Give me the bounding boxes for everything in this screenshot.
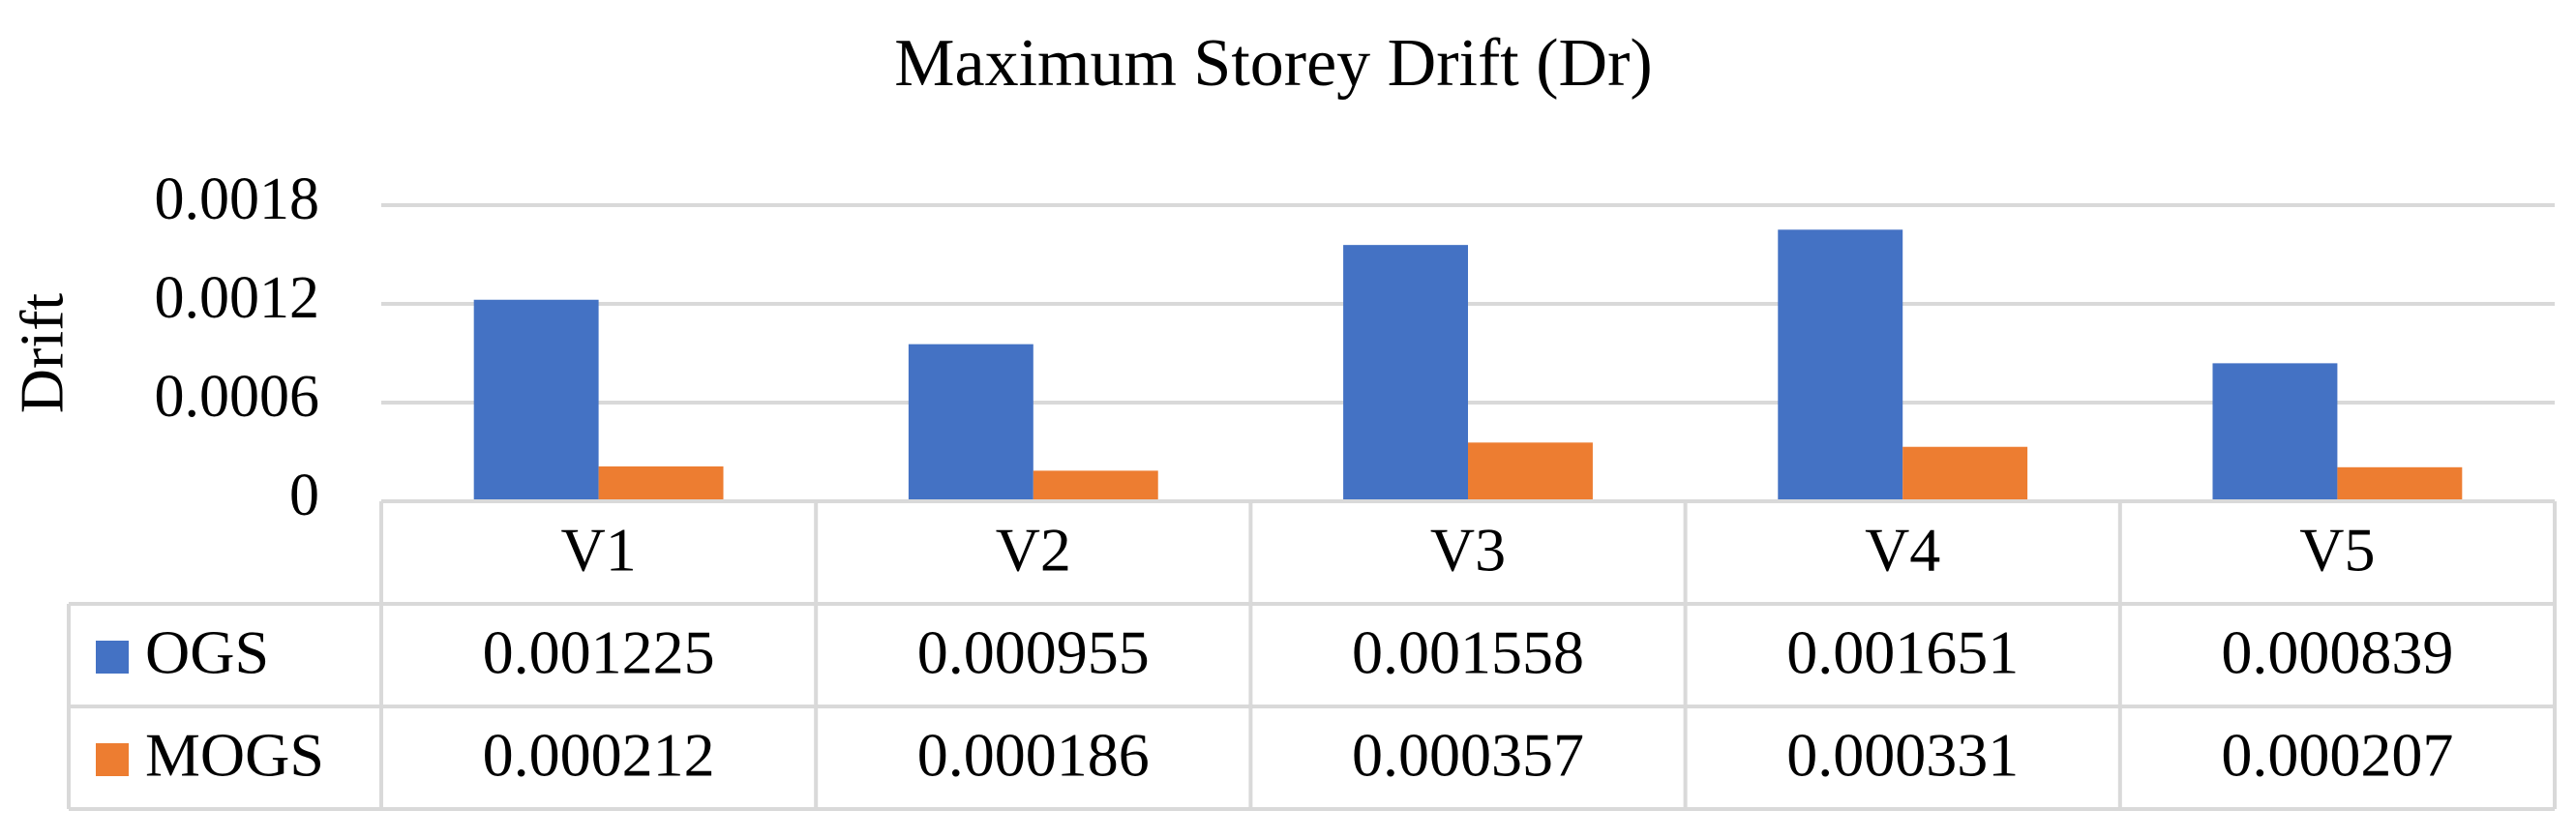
- x-tick-label: V5: [2299, 516, 2375, 585]
- bar: [1468, 442, 1593, 501]
- legend-label: OGS: [145, 618, 269, 687]
- x-tick-label: V4: [1865, 516, 1940, 585]
- y-axis-title: Drift: [8, 293, 76, 414]
- bar: [908, 344, 1033, 501]
- table-value: 0.000839: [2221, 618, 2453, 687]
- y-tick-label: 0.0006: [155, 364, 320, 430]
- bar: [2212, 363, 2338, 501]
- y-tick-label: 0: [289, 463, 319, 528]
- bar: [473, 299, 599, 501]
- legend-label: MOGS: [145, 721, 324, 790]
- table-value: 0.000207: [2221, 721, 2453, 790]
- x-tick-label: V1: [560, 516, 636, 585]
- y-tick-label: 0.0012: [155, 265, 320, 331]
- y-tick-label: 0.0018: [155, 166, 320, 232]
- table-value: 0.000357: [1352, 721, 1584, 790]
- bar: [598, 465, 724, 501]
- table-value: 0.001225: [483, 618, 715, 687]
- legend-key: [96, 743, 129, 776]
- x-tick-label: V2: [996, 516, 1071, 585]
- table-value: 0.001651: [1786, 618, 2019, 687]
- bar: [1033, 470, 1158, 501]
- table-value: 0.000186: [917, 721, 1150, 790]
- bar: [2337, 466, 2463, 501]
- table-value: 0.000331: [1786, 721, 2019, 790]
- table-value: 0.000955: [917, 618, 1150, 687]
- bar: [1778, 229, 1903, 501]
- chart-title: Maximum Storey Drift (Dr): [894, 26, 1652, 101]
- bar: [1902, 446, 2028, 501]
- table-value: 0.000212: [483, 721, 715, 790]
- x-tick-label: V3: [1430, 516, 1506, 585]
- legend-key: [96, 641, 129, 674]
- table-value: 0.001558: [1352, 618, 1584, 687]
- bar: [1343, 245, 1468, 501]
